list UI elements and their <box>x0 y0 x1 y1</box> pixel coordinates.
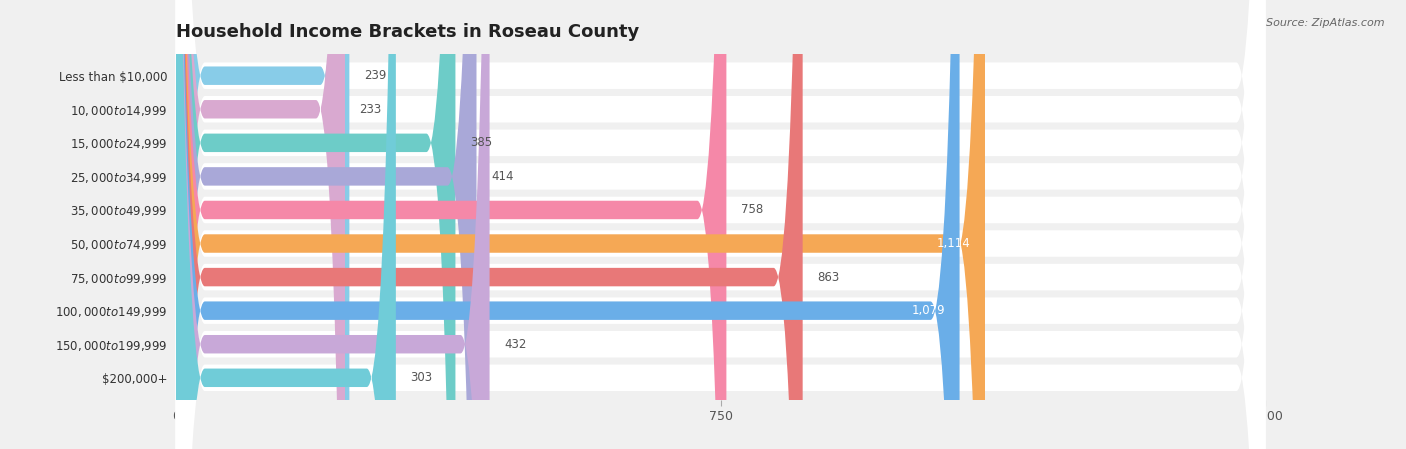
Text: 863: 863 <box>817 271 839 284</box>
FancyBboxPatch shape <box>176 0 349 449</box>
FancyBboxPatch shape <box>176 0 803 449</box>
FancyBboxPatch shape <box>176 0 959 449</box>
Text: 233: 233 <box>360 103 382 116</box>
Text: 758: 758 <box>741 203 763 216</box>
FancyBboxPatch shape <box>176 0 396 449</box>
FancyBboxPatch shape <box>176 0 1265 449</box>
Text: 414: 414 <box>491 170 513 183</box>
Text: 239: 239 <box>364 69 387 82</box>
Text: Household Income Brackets in Roseau County: Household Income Brackets in Roseau Coun… <box>176 23 638 41</box>
FancyBboxPatch shape <box>176 0 344 449</box>
Text: Source: ZipAtlas.com: Source: ZipAtlas.com <box>1267 18 1385 28</box>
Text: 1,079: 1,079 <box>911 304 945 317</box>
FancyBboxPatch shape <box>176 0 1265 449</box>
FancyBboxPatch shape <box>176 0 727 449</box>
Text: 385: 385 <box>470 136 492 150</box>
FancyBboxPatch shape <box>176 0 986 449</box>
FancyBboxPatch shape <box>176 0 456 449</box>
Text: 303: 303 <box>411 371 433 384</box>
FancyBboxPatch shape <box>176 0 1265 449</box>
FancyBboxPatch shape <box>176 0 1265 449</box>
FancyBboxPatch shape <box>176 0 489 449</box>
FancyBboxPatch shape <box>176 0 1265 449</box>
FancyBboxPatch shape <box>176 0 1265 449</box>
Text: 1,114: 1,114 <box>936 237 970 250</box>
FancyBboxPatch shape <box>176 0 1265 449</box>
FancyBboxPatch shape <box>176 0 477 449</box>
FancyBboxPatch shape <box>176 0 1265 449</box>
FancyBboxPatch shape <box>176 0 1265 449</box>
FancyBboxPatch shape <box>176 0 1265 449</box>
Text: 432: 432 <box>505 338 526 351</box>
